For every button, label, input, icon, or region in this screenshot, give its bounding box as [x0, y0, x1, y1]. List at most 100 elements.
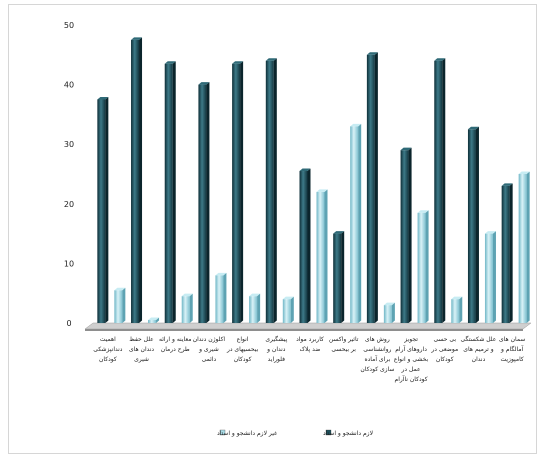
light-bar-front: [215, 275, 224, 323]
dark-bar-side: [475, 126, 479, 323]
light-bar-top: [181, 293, 193, 297]
light-bar-top: [451, 296, 463, 300]
dark-bar-top: [333, 231, 345, 234]
light-bar-top: [383, 302, 395, 306]
light-bar-front: [282, 299, 291, 323]
x-category-label: تاثیر واکسن بر بیحسی: [329, 336, 359, 353]
y-tick-label: 20: [64, 200, 74, 209]
x-category-label: تجویز داروهای آرام بخشی و انواع عمل در کودکا…: [394, 336, 429, 383]
dark-bar-7: [299, 168, 311, 323]
y-tick-label: 10: [64, 259, 74, 268]
dark-bar-10: [400, 147, 412, 323]
light-bar-top: [215, 272, 227, 276]
light-bar-top: [316, 189, 328, 192]
light-bar-top: [282, 296, 294, 300]
x-category-label: بی حسی موضعی در کودکان: [430, 336, 458, 363]
light-bar-front: [383, 305, 392, 323]
y-tick-label: 30: [64, 140, 74, 149]
light-bar-front: [249, 296, 258, 323]
legend-label: لازم دانشجو و استاد: [323, 430, 373, 437]
x-category-label: روش های روانشناسی برای آماده سازی کودکان: [360, 336, 394, 373]
dark-bar-top: [131, 37, 143, 40]
dark-bar-6: [265, 58, 277, 323]
legend-label: غیر لازم دانشجو و استاد: [217, 430, 277, 437]
light-bar-front: [181, 296, 190, 323]
light-bar-6: [282, 296, 294, 323]
light-bar-front: [350, 126, 359, 323]
dark-bar-8: [333, 231, 345, 323]
x-category-label: اکلوژن دندان شیری و دائمی: [193, 336, 226, 363]
dark-bar-side: [240, 61, 244, 324]
legend-swatch: [219, 429, 226, 436]
light-bar-top: [114, 287, 126, 291]
dark-bar-top: [366, 52, 378, 55]
dark-bar-front: [232, 63, 241, 324]
light-bar-top: [417, 210, 429, 213]
x-category-label: سمان های آمالگام و کامپوزیت: [499, 336, 525, 363]
dark-bar-top: [97, 97, 109, 100]
light-bar-side: [156, 317, 160, 323]
y-tick-label: 0: [66, 319, 71, 328]
light-bar-9: [383, 302, 395, 323]
y-tick-label: 40: [64, 81, 74, 90]
light-bar-side: [425, 210, 429, 323]
light-bar-front: [114, 290, 123, 323]
dark-bar-side: [139, 37, 143, 324]
dark-bar-11: [434, 58, 446, 323]
dark-bar-side: [273, 58, 277, 323]
dark-bar-front: [299, 171, 308, 323]
x-category-label: اهمیت دندانپزشکی کودکان: [93, 336, 123, 363]
light-bar-2: [148, 317, 160, 323]
light-bar-4: [215, 272, 227, 323]
x-category-label: علل شکستگی و ترمیم های دندان: [461, 335, 497, 363]
dark-bar-top: [265, 58, 277, 61]
light-bar-top: [518, 171, 530, 174]
light-bar-front: [148, 320, 157, 323]
light-bar-7: [316, 189, 328, 323]
dark-bar-front: [501, 185, 510, 323]
dark-bar-front: [467, 129, 476, 323]
legend-entry-1: لازم دانشجو و استاد: [323, 429, 373, 437]
dark-bar-side: [105, 97, 109, 323]
dark-bar-12: [467, 126, 479, 323]
dark-bar-top: [164, 61, 176, 64]
light-bar-front: [316, 191, 325, 323]
dark-bar-side: [509, 183, 513, 323]
dark-bar-side: [374, 52, 378, 324]
light-bar-front: [417, 212, 426, 323]
light-bar-side: [391, 302, 395, 323]
light-bar-top: [484, 231, 496, 234]
y-tick-label: 50: [64, 21, 74, 30]
dark-bar-9: [366, 52, 378, 324]
dark-bar-front: [198, 84, 207, 323]
x-category-label: علل حفظ دندان های شیری: [129, 336, 154, 363]
x-category-label: کاربرد مواد ضد پلاک: [296, 336, 324, 353]
light-bar-3: [181, 293, 193, 323]
dark-bar-13: [501, 183, 513, 323]
dark-bar-front: [333, 233, 342, 323]
light-bar-1: [114, 287, 126, 323]
dark-bar-front: [265, 60, 274, 323]
light-bar-12: [484, 231, 496, 323]
light-bar-10: [417, 210, 429, 323]
dark-bar-3: [164, 61, 176, 324]
light-bar-top: [249, 293, 261, 297]
dark-bar-front: [131, 39, 140, 324]
chart-floor-top: [84, 322, 532, 330]
light-bar-side: [324, 189, 328, 323]
dark-bar-top: [299, 168, 311, 172]
light-bar-side: [526, 171, 530, 323]
light-bar-11: [451, 296, 463, 323]
dark-bar-1: [97, 97, 109, 323]
light-bar-front: [484, 233, 493, 323]
light-bar-side: [492, 231, 496, 323]
bars-group: [97, 37, 530, 324]
dark-bar-side: [408, 147, 412, 323]
light-bar-top: [350, 123, 362, 127]
x-category-label: معاینه و ارائه طرح درمان: [159, 336, 191, 353]
dark-bar-top: [467, 126, 479, 130]
x-category-label: انواع بیحسیهای در کودکان: [226, 336, 259, 363]
light-bar-side: [459, 296, 463, 323]
